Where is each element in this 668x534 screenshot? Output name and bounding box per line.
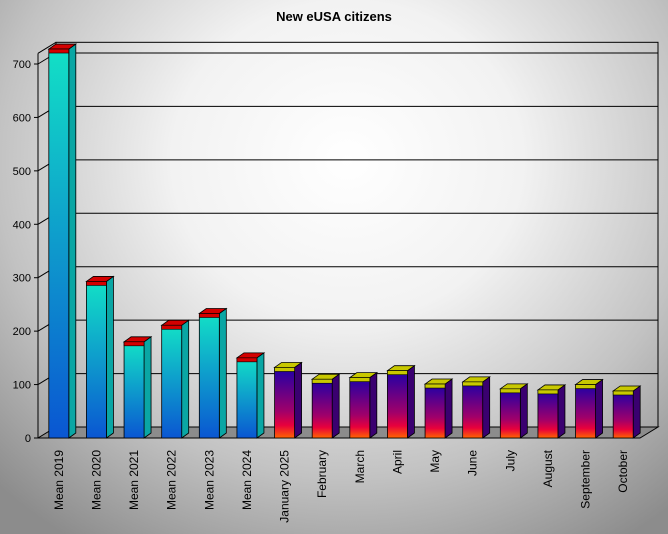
bar xyxy=(386,364,416,439)
x-tick-label: February xyxy=(315,450,329,498)
y-tick-label: 0 xyxy=(25,433,31,445)
y-tick-label: 500 xyxy=(13,166,31,178)
bar-cap-band xyxy=(161,324,182,330)
wall-edge xyxy=(37,41,57,54)
bar-side xyxy=(557,384,566,439)
bar-side xyxy=(369,371,378,439)
bar xyxy=(348,371,379,439)
bar xyxy=(611,385,642,439)
bar-side xyxy=(519,383,528,439)
x-tick-label: Mean 2024 xyxy=(240,450,254,510)
bar-cap-band xyxy=(424,383,446,389)
x-tick-label: October xyxy=(616,450,630,493)
bar-side xyxy=(482,376,491,439)
x-tick-label: April xyxy=(390,450,404,474)
x-tick-label: June xyxy=(466,450,480,476)
bar-front xyxy=(198,313,220,439)
bar-front xyxy=(48,48,70,439)
bar-front xyxy=(274,367,295,439)
bar-side xyxy=(331,373,340,439)
bar-front xyxy=(575,384,596,439)
bar-front xyxy=(424,383,446,439)
bar xyxy=(47,43,78,439)
bar xyxy=(499,383,529,439)
bar xyxy=(85,275,115,439)
bar xyxy=(122,336,153,439)
y-tick-label: 400 xyxy=(13,219,31,231)
x-tick-label: August xyxy=(541,449,555,487)
bar-side xyxy=(256,352,265,439)
bar xyxy=(160,319,190,439)
bar-side xyxy=(106,275,114,439)
bar-front xyxy=(236,357,258,439)
x-tick-label: Mean 2020 xyxy=(89,450,103,510)
bar-cap-band xyxy=(311,378,333,384)
bar xyxy=(536,384,567,439)
bar-front xyxy=(86,281,107,439)
bar-front xyxy=(462,381,484,439)
bar-front xyxy=(311,378,333,439)
bar-cap-band xyxy=(349,377,371,382)
y-tick-label: 100 xyxy=(13,380,31,392)
bar-front xyxy=(387,370,408,439)
bar-front xyxy=(161,324,183,439)
bar-cap-band xyxy=(48,48,70,54)
chart-title: New eUSA citizens xyxy=(276,9,392,24)
y-tick-label: 300 xyxy=(13,273,31,285)
bar xyxy=(574,378,604,439)
y-tick-label: 200 xyxy=(13,326,31,338)
x-tick-label: Mean 2022 xyxy=(165,450,179,510)
x-tick-label: July xyxy=(503,450,517,471)
y-tick-label: 700 xyxy=(13,59,31,71)
bar-cap-band xyxy=(462,381,483,387)
x-tick-label: September xyxy=(579,450,593,509)
x-tick-label: March xyxy=(353,450,367,483)
bar xyxy=(198,307,228,439)
bar-cap-band xyxy=(199,313,220,318)
y-tick-label: 600 xyxy=(13,112,31,124)
bar-cap-band xyxy=(575,384,596,389)
bar-side xyxy=(595,378,603,439)
bar-cap-band xyxy=(86,281,107,286)
bar-cap-band xyxy=(123,341,145,347)
bar-cap-band xyxy=(236,357,258,363)
bar xyxy=(461,376,491,439)
x-tick-label: Mean 2021 xyxy=(127,450,141,510)
bar-front xyxy=(123,341,145,439)
bar xyxy=(273,361,303,439)
bar-cap-band xyxy=(537,389,559,395)
bar xyxy=(235,352,266,439)
x-tick-label: Mean 2019 xyxy=(52,450,66,510)
bar-side xyxy=(294,361,302,439)
bar-front xyxy=(537,389,559,439)
bar-side xyxy=(407,364,415,439)
bar-side xyxy=(143,336,152,439)
bar-cap-band xyxy=(387,370,408,375)
bar xyxy=(423,378,454,439)
bar-front xyxy=(499,388,521,439)
bar-side xyxy=(444,378,453,439)
bar-cap-band xyxy=(274,367,295,372)
bar-front xyxy=(349,377,371,439)
bar-side xyxy=(218,307,227,439)
x-tick-label: January 2025 xyxy=(278,450,292,523)
bar-front xyxy=(612,390,634,439)
x-tick-label: Mean 2023 xyxy=(202,450,216,510)
bar-side xyxy=(68,43,77,439)
bar-side xyxy=(181,319,190,439)
bar-side xyxy=(632,385,641,439)
bar xyxy=(310,373,341,439)
x-tick-label: May xyxy=(428,450,442,473)
bar-cap-band xyxy=(612,390,634,396)
bar-cap-band xyxy=(500,388,521,394)
